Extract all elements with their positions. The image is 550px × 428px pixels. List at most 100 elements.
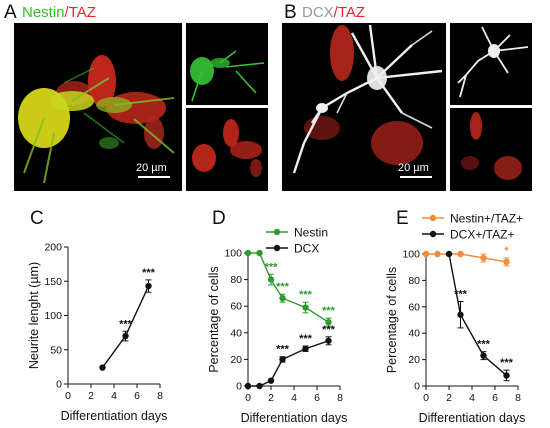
panel-a-scale-bar (138, 176, 170, 178)
e-x-axis-title: Differentiation days (419, 411, 526, 424)
d-data-point (267, 377, 275, 384)
d-x-tick-label: 2 (268, 392, 274, 404)
c-y-tick-label: 150 (44, 276, 62, 288)
c-x-tick-label: 0 (65, 390, 71, 402)
e-y-tick-label: 40 (408, 328, 420, 340)
panel-b-scale-bar (400, 176, 432, 178)
panel-c-letter: C (30, 208, 44, 229)
e-significance-label: *** (500, 357, 514, 369)
d-legend-marker (273, 228, 281, 236)
e-series-1-line (448, 253, 507, 376)
panel-a-nestin-image (186, 23, 268, 105)
panel-e-letter: E (396, 208, 409, 229)
d-significance-label: *** (276, 344, 290, 356)
e-y-axis-title: Percentage of cells (385, 267, 399, 373)
e-x-tick-label: 4 (469, 392, 475, 404)
d-data-point (325, 318, 332, 326)
e-y-tick-label: 20 (408, 354, 420, 366)
d-data-point (302, 304, 309, 311)
e-data-point (480, 352, 487, 359)
e-significance-label: *** (477, 339, 491, 351)
c-data-point (122, 332, 129, 340)
e-legend-label: Nestin+/TAZ+ (450, 212, 523, 226)
panel-b-title: DCX/TAZ (302, 4, 365, 21)
d-y-tick-label: 20 (230, 354, 242, 366)
panel-a-taz-image (186, 108, 268, 191)
panel-d-letter: D (212, 208, 226, 229)
d-y-axis-title: Percentage of cells (207, 266, 221, 372)
e-y-tick-label: 100 (402, 249, 420, 261)
d-y-tick-label: 80 (230, 274, 242, 286)
e-x-tick-label: 2 (446, 392, 452, 404)
panel-b-title-taz: TAZ (337, 4, 366, 21)
d-y-tick-label: 40 (230, 327, 242, 339)
d-data-point (256, 382, 263, 390)
c-y-tick-label: 200 (44, 242, 62, 254)
c-data-point (99, 364, 106, 371)
c-x-tick-label: 8 (157, 390, 163, 402)
d-x-tick-label: 4 (291, 392, 297, 404)
c-x-tick-label: 4 (111, 390, 117, 402)
panel-a-micrograph (14, 23, 182, 191)
d-x-axis-title: Differentiation days (241, 411, 348, 424)
e-data-point (422, 250, 430, 258)
c-y-axis-title: Neurite lenght (µm) (27, 262, 41, 369)
d-data-point (244, 249, 252, 257)
e-y-tick-label: 80 (408, 275, 420, 287)
d-data-point (279, 356, 286, 363)
panel-b-scale-label: 20 µm (398, 162, 429, 174)
d-x-tick-label: 0 (245, 392, 251, 404)
d-significance-label: *** (276, 281, 290, 293)
d-data-point (256, 249, 263, 257)
d-y-tick-label: 60 (230, 301, 242, 313)
d-legend-marker (273, 244, 281, 252)
d-data-point (325, 337, 332, 344)
d-data-point (302, 345, 309, 352)
c-data-point (145, 282, 152, 290)
panel-a-title-slash: / (64, 4, 69, 21)
d-x-tick-label: 8 (337, 392, 343, 404)
d-significance-label: *** (299, 289, 313, 301)
panel-a-title-nestin: Nestin (22, 4, 65, 21)
d-significance-label: *** (299, 333, 313, 345)
panel-b-title-dcx: DCX (302, 4, 334, 21)
e-data-point (445, 250, 453, 258)
e-data-point (457, 250, 464, 258)
chart-c: 0 2 4 6 8 0 50 100 150 200 Differentiation days Neu… (27, 242, 168, 424)
panel-b-title-slash: / (333, 4, 338, 21)
e-legend-marker (429, 230, 437, 238)
d-legend-label: Nestin (294, 226, 328, 240)
c-y-tick-label: 0 (56, 379, 62, 391)
d-data-point (267, 276, 275, 283)
panel-a-title-taz: TAZ (68, 4, 96, 21)
c-x-axis-title: Differentiation days (61, 409, 168, 423)
panel-b-micrograph (282, 23, 446, 191)
e-y-tick-label: 0 (414, 381, 420, 393)
e-x-tick-label: 8 (515, 392, 521, 404)
e-x-tick-label: 6 (492, 392, 498, 404)
panel-b-dcx-image (450, 23, 532, 105)
d-significance-label: *** (265, 261, 279, 273)
e-significance-label: *** (454, 289, 468, 301)
d-significance-label: *** (322, 324, 336, 336)
d-significance-label: *** (322, 305, 336, 317)
panel-b-merged-image: 20 µm (282, 23, 446, 191)
d-y-tick-label: 100 (224, 248, 242, 260)
panel-a-title: Nestin/TAZ (22, 4, 96, 21)
e-data-point (503, 258, 510, 266)
c-y-tick-label: 50 (50, 344, 62, 356)
e-data-point (480, 254, 487, 262)
d-data-point (244, 382, 252, 390)
e-significance-label: * (504, 245, 509, 257)
e-data-point (457, 311, 464, 318)
e-data-point (503, 372, 510, 379)
c-x-tick-label: 6 (134, 390, 140, 402)
panel-a-scale-label: 20 µm (136, 162, 167, 174)
d-y-tick-label: 0 (236, 381, 242, 393)
c-x-tick-label: 2 (88, 390, 94, 402)
e-legend-marker (429, 214, 437, 222)
c-y-tick-label: 100 (44, 310, 62, 322)
d-x-tick-label: 6 (314, 392, 320, 404)
